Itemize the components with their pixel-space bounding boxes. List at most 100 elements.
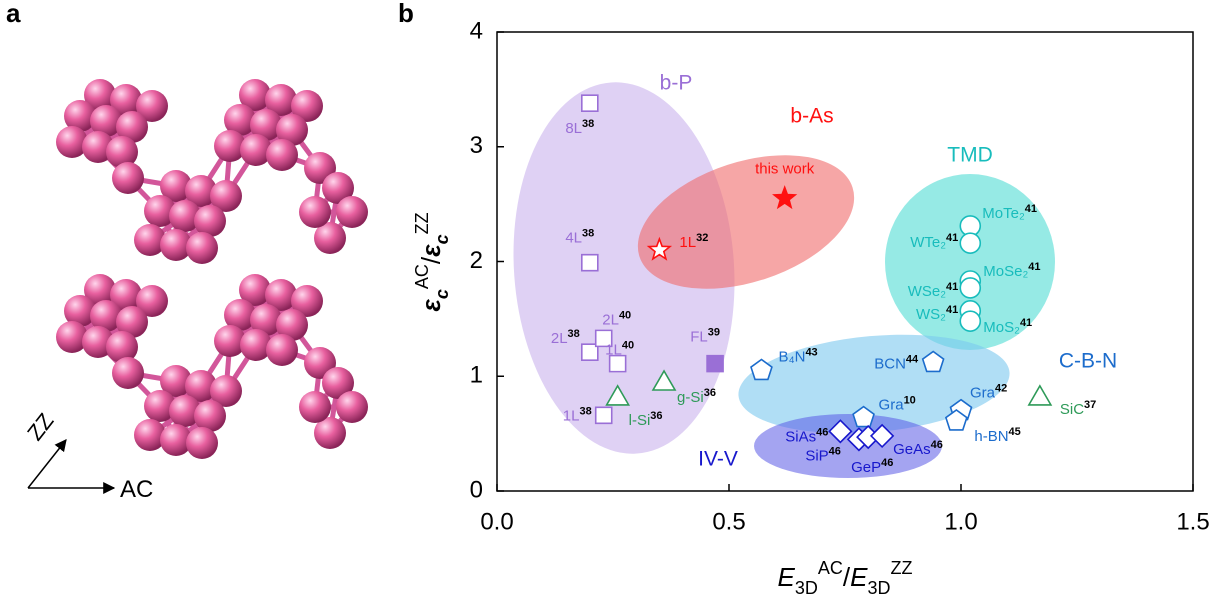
axis-label-part: AC — [818, 558, 843, 578]
point-label-ref: 42 — [995, 383, 1007, 395]
point-label-text: FL — [690, 329, 708, 346]
point-label-ref: 46 — [829, 445, 841, 457]
group-label: b-As — [790, 105, 833, 128]
axis-label-part: 3D — [867, 578, 890, 598]
y-tick-label: 4 — [470, 17, 483, 44]
axis-label-part: ZZ — [412, 212, 432, 234]
point-label-text: 2L — [602, 311, 619, 328]
point-label-ref: 41 — [946, 304, 958, 316]
point-label-ref: 46 — [881, 457, 893, 469]
point-label-text: 4L — [565, 230, 582, 247]
point-label-text: this work — [755, 160, 815, 177]
point-label-ref: 41 — [946, 232, 958, 244]
group-label: b-P — [660, 72, 693, 95]
point-label-text: h-BN — [974, 428, 1008, 445]
atom — [112, 162, 144, 194]
point-label-text: l-Si — [629, 412, 651, 429]
point — [582, 95, 598, 111]
x-tick-label: 1.5 — [1176, 508, 1209, 535]
point-label-ref: 36 — [650, 410, 662, 422]
point — [582, 255, 598, 271]
atom — [194, 205, 226, 237]
atom — [266, 334, 298, 366]
axis-label-part: ε — [416, 244, 446, 257]
axis-label-part: 3D — [795, 578, 818, 598]
point-label-text: GeAs — [893, 441, 931, 458]
point-label-ref: 41 — [1028, 261, 1040, 273]
point-label: SiC37 — [1060, 399, 1096, 418]
axis-label-part: c — [432, 289, 452, 299]
zz-arrow — [28, 440, 66, 488]
point — [1029, 386, 1051, 405]
point-label-text: SiP — [805, 447, 828, 464]
panel-label: a — [6, 0, 21, 28]
point — [960, 311, 980, 331]
y-tick-label: 1 — [470, 362, 483, 389]
point-label-text: BCN — [874, 355, 906, 372]
ac-label: AC — [120, 476, 153, 503]
atom — [266, 139, 298, 171]
point-label-ref: 45 — [1009, 426, 1021, 438]
figure: a b ZZ AC 0.00.51.01.501234E3DAC/E3DZZεc… — [0, 0, 1224, 600]
point-label-ref: 32 — [696, 232, 708, 244]
y-tick-label: 0 — [470, 476, 483, 503]
point — [960, 278, 980, 298]
point-label-text: B₄N — [778, 348, 805, 365]
atom — [336, 196, 368, 228]
axis-label-part: E — [778, 562, 796, 592]
x-label: E3DAC/E3DZZ — [778, 558, 913, 598]
atom — [336, 391, 368, 423]
point-label: h-BN45 — [974, 426, 1020, 445]
point-label-ref: 41 — [1025, 203, 1037, 215]
point-label-text: MoS₂ — [983, 319, 1020, 336]
point-label-ref: 43 — [805, 346, 817, 358]
y-label: εcAC/εcZZ — [412, 212, 452, 311]
atom — [299, 391, 331, 423]
y-tick-label: 2 — [470, 247, 483, 274]
point-label-ref: 40 — [619, 309, 631, 321]
point — [960, 233, 980, 253]
axis-label-part: ZZ — [890, 558, 912, 578]
point-label: Gra42 — [970, 383, 1007, 402]
point-label-ref: 10 — [904, 394, 916, 406]
point-label-ref: 39 — [708, 327, 720, 339]
axis-label-part: AC — [412, 264, 432, 289]
x-tick-label: 0.0 — [480, 508, 513, 535]
point-label-ref: 38 — [579, 405, 591, 417]
atom — [112, 357, 144, 389]
point-label-ref: 46 — [816, 426, 828, 438]
point-label-ref: 38 — [582, 118, 594, 130]
point-label-ref: 44 — [906, 353, 919, 365]
point-label-text: 1L — [679, 234, 696, 251]
atom — [194, 400, 226, 432]
atom — [299, 196, 331, 228]
axis-label-part: c — [432, 234, 452, 244]
point-label-text: WSe₂ — [908, 283, 947, 300]
point-label-text: Gra — [970, 385, 996, 402]
point-label-text: WTe₂ — [910, 234, 946, 251]
x-tick-label: 0.5 — [712, 508, 745, 535]
point-label-ref: 37 — [1084, 399, 1096, 411]
point-label-text: MoSe₂ — [983, 263, 1028, 280]
point-label-ref: 46 — [931, 439, 943, 451]
point — [596, 407, 612, 423]
atom — [186, 232, 218, 264]
point-label-text: SiC — [1060, 401, 1084, 418]
point-label-text: MoTe₂ — [982, 205, 1025, 222]
point-label: this work — [755, 160, 815, 177]
point-label-ref: 40 — [622, 340, 634, 352]
group-label: TMD — [947, 144, 993, 167]
point — [707, 356, 723, 372]
point-label-text: g-Si — [677, 389, 704, 406]
crystal-structure — [56, 79, 368, 459]
point-label-text: 8L — [565, 120, 582, 137]
point-label-text: 2L — [551, 330, 568, 347]
point-label-ref: 38 — [582, 228, 594, 240]
axis-label-part: E — [850, 562, 868, 592]
zz-label: ZZ — [22, 408, 58, 445]
point-label: MoS₂41 — [983, 317, 1032, 336]
x-tick-label: 1.0 — [944, 508, 977, 535]
point-label-text: GeP — [851, 459, 881, 476]
point-label-ref: 41 — [946, 281, 958, 293]
point-label-text: WS₂ — [916, 306, 946, 323]
